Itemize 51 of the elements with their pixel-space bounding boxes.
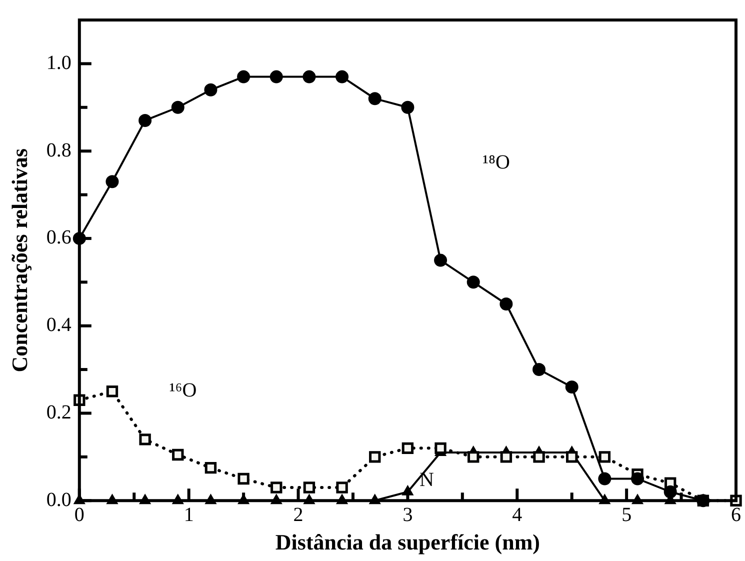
point (106, 386, 118, 398)
x-axis-title: Distância da superfície (nm) (275, 529, 540, 554)
x-tick-label: 5 (622, 504, 632, 526)
point (238, 472, 250, 485)
y-tick-label: 0.2 (46, 401, 72, 424)
point (664, 485, 677, 498)
y-tick-label: 0.8 (46, 139, 72, 162)
point (565, 380, 578, 394)
point (566, 451, 578, 463)
point (138, 114, 152, 127)
series-label: ¹⁶O (169, 380, 197, 402)
point (402, 442, 414, 454)
x-tick-label: 1 (184, 504, 194, 526)
y-tick-label: 0.0 (46, 488, 72, 511)
point (598, 472, 612, 486)
point (533, 451, 545, 463)
point (270, 482, 282, 494)
point (270, 70, 283, 84)
point (598, 451, 611, 463)
point (532, 363, 546, 376)
point (302, 70, 316, 84)
point (303, 482, 316, 494)
point (204, 462, 217, 474)
point (500, 297, 513, 310)
point (106, 175, 119, 188)
x-tick-label: 2 (293, 504, 304, 526)
point (434, 254, 448, 267)
x-tick-label: 3 (402, 504, 413, 526)
point (336, 70, 349, 84)
point (466, 276, 480, 289)
point (336, 482, 348, 494)
text: ¹⁸O (482, 152, 510, 174)
point (369, 451, 381, 463)
point (368, 92, 382, 106)
y-tick-label: 0.4 (46, 314, 72, 336)
point (468, 451, 480, 463)
point (171, 100, 184, 114)
point (631, 472, 644, 486)
point (172, 448, 184, 461)
point (139, 434, 151, 446)
x-tick-label: 0 (74, 504, 84, 526)
y-axis-title: Concentrações relativas (6, 148, 32, 372)
point (237, 70, 250, 84)
x-tick-label: 4 (512, 504, 522, 526)
point (500, 451, 512, 463)
point (401, 100, 414, 114)
point (434, 442, 446, 454)
point (204, 83, 218, 96)
x-tick-label: 6 (731, 504, 741, 526)
y-tick-label: 1.0 (46, 52, 72, 74)
y-tick-label: 0.6 (46, 226, 72, 249)
